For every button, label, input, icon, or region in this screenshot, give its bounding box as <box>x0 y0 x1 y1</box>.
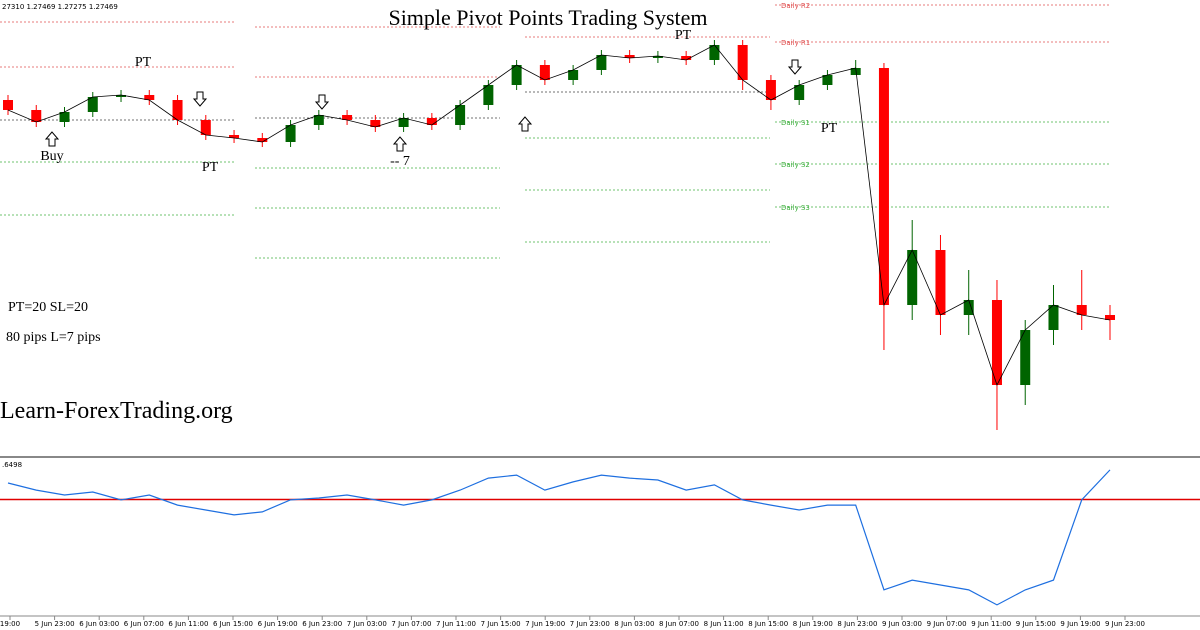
time-label: 9 Jun 23:00 <box>1105 620 1145 628</box>
time-label: 6 Jun 11:00 <box>168 620 208 628</box>
time-label: 8 Jun 23:00 <box>837 620 877 628</box>
candle-body <box>765 80 776 100</box>
time-label: 7 Jun 07:00 <box>391 620 431 628</box>
candle-body <box>426 118 437 125</box>
close-line <box>7 44 1111 387</box>
signal-arrow <box>314 94 330 110</box>
time-label: 7 Jun 23:00 <box>570 620 610 628</box>
time-label: 7 Jun 03:00 <box>347 620 387 628</box>
time-label: 9 Jun 15:00 <box>1016 620 1056 628</box>
candle-body <box>229 135 240 138</box>
candle-body <box>737 45 748 80</box>
candle-body <box>681 56 692 60</box>
time-label: 5 Jun 23:00 <box>35 620 75 628</box>
candle-body <box>596 55 607 70</box>
candle-body <box>1105 315 1115 320</box>
candle-body <box>850 68 861 75</box>
candle-body <box>313 115 324 125</box>
candle-body <box>822 75 833 85</box>
signal-arrow <box>787 59 803 75</box>
annotation: PT <box>135 55 152 70</box>
candle-body <box>963 300 974 315</box>
pivot-label: Daily R1 <box>781 39 810 47</box>
indicator-line <box>7 469 1111 606</box>
time-label: 8 Jun 15:00 <box>748 620 788 628</box>
candle-body <box>511 65 522 85</box>
candle-body <box>991 300 1002 385</box>
note: 80 pips L=7 pips <box>6 330 101 345</box>
pivot-label: Daily S3 <box>781 204 810 212</box>
annotation: PT <box>821 121 838 136</box>
time-label: 8 Jun 19:00 <box>793 620 833 628</box>
candle-body <box>144 95 155 100</box>
candle-body <box>59 112 70 122</box>
time-label: 8 Jun 07:00 <box>659 620 699 628</box>
time-label: 9 Jun 03:00 <box>882 620 922 628</box>
candle-body <box>87 97 98 112</box>
candle-body <box>1076 305 1087 315</box>
pivot-label: Daily S1 <box>781 119 810 127</box>
annotation: Buy <box>40 149 63 164</box>
candle-body <box>1048 305 1059 330</box>
annotation: PT <box>202 160 219 175</box>
chart-title: Simple Pivot Points Trading System <box>388 5 707 30</box>
indicator-label: .6498 <box>2 461 22 469</box>
candle-body <box>31 110 42 122</box>
time-label: 7 Jun 15:00 <box>481 620 521 628</box>
candle-body <box>342 115 353 120</box>
time-label: 9 Jun 19:00 <box>1060 620 1100 628</box>
candle-body <box>398 118 409 127</box>
time-label: 6 Jun 23:00 <box>302 620 342 628</box>
time-label: 6 Jun 07:00 <box>124 620 164 628</box>
time-label: 7 Jun 11:00 <box>436 620 476 628</box>
time-label: 9 Jun 11:00 <box>971 620 1011 628</box>
time-label: 6 Jun 15:00 <box>213 620 253 628</box>
pivot-label: Daily R2 <box>781 2 810 10</box>
time-label: 6 Jun 03:00 <box>79 620 119 628</box>
signal-arrow <box>192 91 208 107</box>
candle-body <box>370 120 381 127</box>
candle-body <box>539 65 550 80</box>
pivot-label: Daily S2 <box>781 161 810 169</box>
candle-body <box>624 55 635 58</box>
annotation: -- 7 <box>390 154 410 169</box>
candle-body <box>200 120 211 135</box>
time-label: 19:00 <box>0 620 20 628</box>
signal-arrow <box>392 136 408 152</box>
candle-body <box>935 250 946 315</box>
old-pivot-lines <box>0 21 770 259</box>
candle-body <box>652 56 663 58</box>
time-label: 8 Jun 11:00 <box>704 620 744 628</box>
candle-body <box>709 45 720 60</box>
note: PT=20 SL=20 <box>8 300 88 315</box>
candle-body <box>257 138 268 142</box>
time-label: 7 Jun 19:00 <box>525 620 565 628</box>
time-label: 9 Jun 07:00 <box>927 620 967 628</box>
price-header: 27310 1.27469 1.27275 1.27469 <box>2 3 118 11</box>
annotation: PT <box>675 28 692 43</box>
signal-arrow <box>517 116 533 132</box>
candle-body <box>1020 330 1031 385</box>
candle-body <box>455 105 466 125</box>
candle-body <box>116 95 127 97</box>
watermark: Learn-ForexTrading.org <box>0 398 233 424</box>
candle-body <box>907 250 918 305</box>
candle-body <box>483 85 494 105</box>
candle-body <box>794 85 805 100</box>
candle-body <box>878 68 889 305</box>
candle-body <box>285 125 296 142</box>
candle-body <box>3 100 13 110</box>
signal-arrow <box>44 131 60 147</box>
candle-body <box>172 100 183 120</box>
time-label: 6 Jun 19:00 <box>258 620 298 628</box>
time-label: 8 Jun 03:00 <box>614 620 654 628</box>
candle-body <box>568 70 579 80</box>
